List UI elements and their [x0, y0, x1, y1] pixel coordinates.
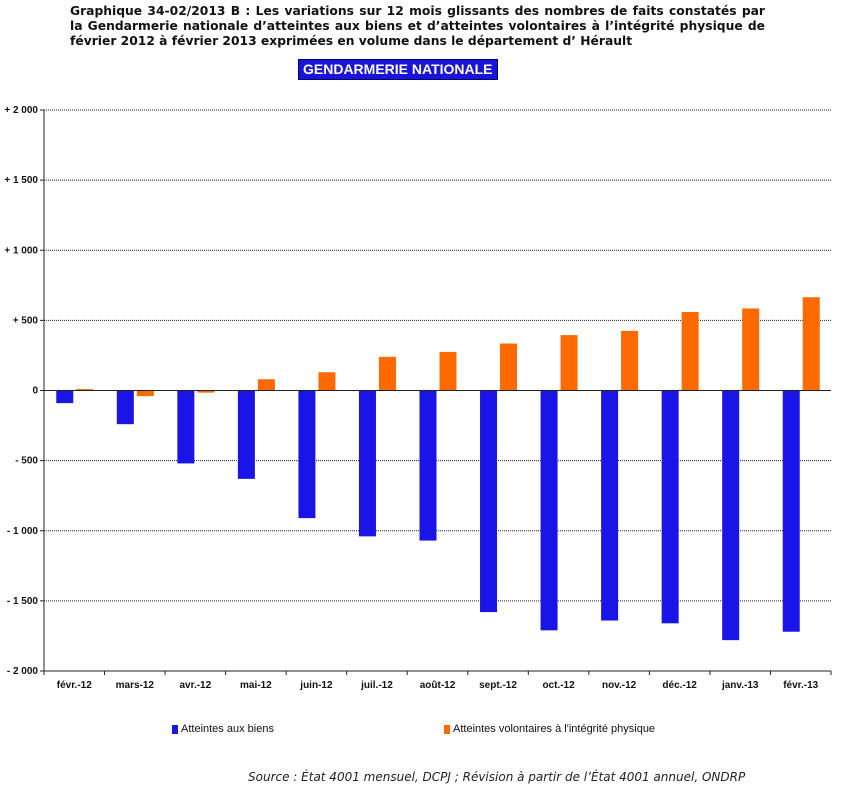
- legend-label-biens: Atteintes aux biens: [181, 723, 274, 735]
- legend-label-integrite: Atteintes volontaires à l'intégrité phys…: [453, 723, 656, 735]
- bar-biens: [177, 390, 195, 464]
- x-axis-ticks: févr.-12 mars-12 avr.-12 mai-12 juin-12 juil.…: [43, 671, 832, 691]
- x-tick-label: nov.-12: [602, 680, 637, 691]
- x-tick-label: déc.-12: [662, 680, 697, 691]
- y-tick-label: 0: [32, 386, 38, 397]
- x-tick-label: févr.-13: [783, 680, 818, 691]
- bar-integrite: [500, 343, 518, 391]
- x-tick-label: sept.-12: [479, 680, 517, 691]
- bar-integrite: [136, 390, 154, 397]
- bar-integrite: [439, 351, 457, 391]
- y-axis-ticks: + 2 000 + 1 500 + 1 000 + 500 0 - 500 - 1 000 -…: [4, 105, 44, 677]
- legend-swatch-integrite: [444, 725, 450, 734]
- bar-integrite: [257, 379, 275, 391]
- y-tick-label: - 500: [15, 456, 38, 467]
- bar-biens: [540, 390, 558, 631]
- x-tick-label: mars-12: [116, 680, 155, 691]
- x-tick-label: juin-12: [299, 680, 333, 691]
- bar-integrite: [560, 335, 578, 391]
- source-note: Source : État 4001 mensuel, DCPJ ; Révis…: [248, 770, 746, 784]
- y-tick-label: - 2 000: [7, 666, 39, 677]
- bar-biens: [601, 390, 619, 621]
- bar-biens: [782, 390, 800, 632]
- bar-biens: [480, 390, 498, 613]
- bar-biens: [358, 390, 376, 537]
- bar-integrite: [681, 311, 699, 391]
- bar-biens: [661, 390, 679, 624]
- x-tick-label: févr.-12: [57, 680, 92, 691]
- bar-integrite: [197, 390, 215, 393]
- legend-swatch-biens: [172, 725, 178, 734]
- bar-integrite: [621, 330, 639, 391]
- x-tick-label: oct.-12: [542, 680, 575, 691]
- bar-biens: [419, 390, 437, 541]
- x-tick-label: juil.-12: [360, 680, 393, 691]
- bar-integrite: [378, 356, 396, 391]
- y-tick-label: + 1 500: [4, 175, 38, 186]
- bar-biens: [722, 390, 740, 641]
- gendarmerie-badge: GENDARMERIE NATIONALE: [298, 59, 498, 80]
- bar-biens: [116, 390, 134, 425]
- x-tick-label: mai-12: [240, 680, 272, 691]
- bar-biens: [56, 390, 74, 404]
- y-tick-label: - 1 500: [7, 596, 39, 607]
- bar-integrite: [802, 297, 820, 391]
- y-tick-label: + 2 000: [4, 105, 38, 116]
- chart-title: Graphique 34-02/2013 B : Les variations …: [70, 4, 765, 48]
- y-tick-label: - 1 000: [7, 526, 39, 537]
- bars: [56, 297, 820, 641]
- bar-integrite: [318, 372, 336, 391]
- bar-integrite: [76, 389, 94, 391]
- bar-biens: [298, 390, 316, 519]
- bar-biens: [237, 390, 255, 479]
- bar-integrite: [742, 308, 760, 391]
- x-tick-label: août-12: [420, 680, 456, 691]
- bar-chart: + 2 000 + 1 500 + 1 000 + 500 0 - 500 - 1 000 -…: [4, 105, 832, 691]
- y-tick-label: + 500: [13, 315, 39, 326]
- grid-lines: [44, 109, 831, 672]
- x-tick-label: janv.-13: [721, 680, 759, 691]
- x-tick-label: avr.-12: [179, 680, 211, 691]
- y-tick-label: + 1 000: [4, 245, 38, 256]
